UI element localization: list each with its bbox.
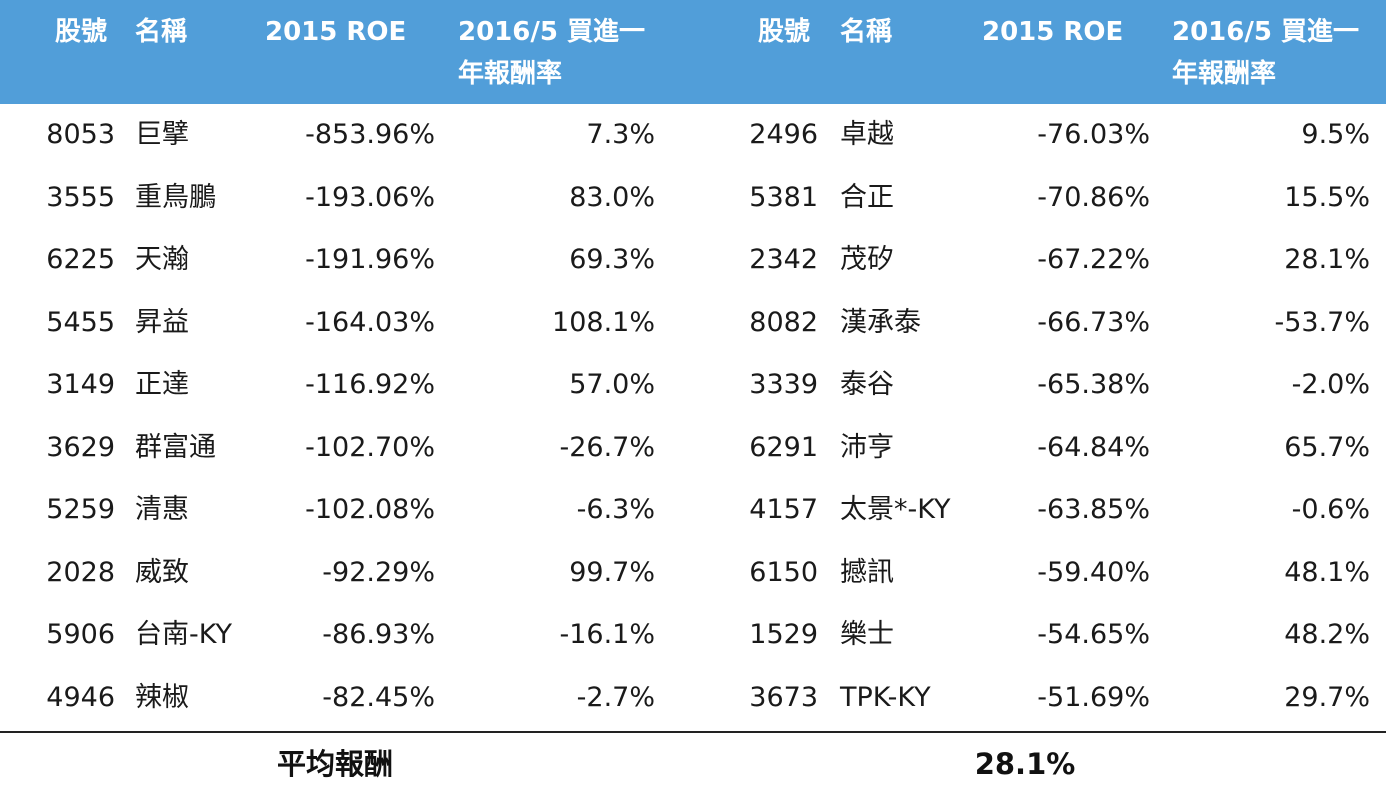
return: 48.1% bbox=[1284, 556, 1370, 588]
column-header: 2016/5 買進一年報酬率 bbox=[1172, 17, 1360, 89]
stock-name: 卓越 bbox=[840, 119, 894, 150]
stock-name: 重鳥鵬 bbox=[135, 181, 216, 213]
header-bar bbox=[0, 0, 1386, 104]
return: 9.5% bbox=[1301, 119, 1370, 150]
stock-code: 5381 bbox=[749, 181, 818, 213]
return: 7.3% bbox=[586, 119, 655, 150]
stock-name: 合正 bbox=[840, 181, 894, 213]
column-header: 股號 bbox=[758, 17, 811, 47]
roe: -102.08% bbox=[305, 494, 435, 525]
stock-name: 泰谷 bbox=[840, 369, 894, 400]
roe: -59.40% bbox=[1037, 556, 1150, 588]
roe: -116.92% bbox=[305, 369, 435, 400]
roe: -86.93% bbox=[322, 619, 435, 650]
return: -53.7% bbox=[1274, 306, 1370, 338]
stock-name: 清惠 bbox=[135, 494, 189, 525]
return: -2.7% bbox=[576, 681, 655, 713]
roe: -63.85% bbox=[1037, 494, 1150, 525]
stock-code: 1529 bbox=[749, 619, 818, 650]
stock-code: 5455 bbox=[46, 306, 115, 338]
column-header: 2016/5 買進一年報酬率 bbox=[458, 17, 646, 89]
return: 69.3% bbox=[569, 244, 655, 275]
stock-code: 3673 bbox=[749, 681, 818, 713]
stock-code: 8082 bbox=[749, 306, 818, 338]
stock-name: TPK-KY bbox=[840, 681, 931, 713]
roe: -54.65% bbox=[1037, 619, 1150, 650]
roe: -191.96% bbox=[305, 244, 435, 275]
roe: -51.69% bbox=[1037, 681, 1150, 713]
return: 99.7% bbox=[569, 556, 655, 588]
stock-name: 撼訊 bbox=[840, 556, 894, 588]
column-header: 名稱 bbox=[840, 17, 893, 47]
return: 108.1% bbox=[552, 306, 655, 338]
stock-code: 2496 bbox=[749, 119, 818, 150]
column-header: 2015 ROE bbox=[982, 17, 1124, 47]
footer-value: 28.1% bbox=[974, 747, 1076, 781]
stock-code: 5259 bbox=[46, 494, 115, 525]
return: -16.1% bbox=[559, 619, 655, 650]
column-header: 股號 bbox=[55, 17, 108, 47]
roe: -67.22% bbox=[1037, 244, 1150, 275]
return: 48.2% bbox=[1284, 619, 1370, 650]
stock-code: 4946 bbox=[46, 681, 115, 713]
roe: -70.86% bbox=[1037, 181, 1150, 213]
roe: -65.38% bbox=[1037, 369, 1150, 400]
stock-name: 漢承泰 bbox=[840, 306, 921, 338]
roe: -64.84% bbox=[1037, 431, 1150, 463]
return: -2.0% bbox=[1291, 369, 1370, 400]
return: 57.0% bbox=[569, 369, 655, 400]
roe: -66.73% bbox=[1037, 306, 1150, 338]
return: 29.7% bbox=[1284, 681, 1370, 713]
stock-code: 2342 bbox=[749, 244, 818, 275]
return: -6.3% bbox=[576, 494, 655, 525]
stock-code: 8053 bbox=[46, 119, 115, 150]
stock-code: 4157 bbox=[749, 494, 818, 525]
stock-code: 3149 bbox=[46, 369, 115, 400]
stock-name: 正達 bbox=[135, 369, 189, 400]
roe: -76.03% bbox=[1037, 119, 1150, 150]
roe: -164.03% bbox=[305, 306, 435, 338]
stock-name: 巨擘 bbox=[135, 119, 189, 150]
stock-code: 6150 bbox=[749, 556, 818, 588]
stock-code: 6291 bbox=[749, 431, 818, 463]
stock-code: 6225 bbox=[46, 244, 115, 275]
roe: -193.06% bbox=[305, 181, 435, 213]
roe: -82.45% bbox=[322, 681, 435, 713]
return: 28.1% bbox=[1284, 244, 1370, 275]
stock-name: 茂矽 bbox=[840, 244, 894, 275]
stock-code: 2028 bbox=[46, 556, 115, 588]
stock-name: 昇益 bbox=[135, 306, 189, 338]
roe: -102.70% bbox=[305, 431, 435, 463]
stock-name: 辣椒 bbox=[135, 681, 189, 713]
return: 65.7% bbox=[1284, 431, 1370, 463]
stock-code: 3339 bbox=[749, 369, 818, 400]
stock-code: 3629 bbox=[46, 431, 115, 463]
footer-label: 平均報酬 bbox=[276, 747, 394, 781]
return: -0.6% bbox=[1291, 494, 1370, 525]
stock-name: 太景*-KY bbox=[840, 494, 951, 525]
stock-name: 樂士 bbox=[840, 619, 894, 650]
return: 15.5% bbox=[1284, 181, 1370, 213]
roe: -853.96% bbox=[305, 119, 435, 150]
column-header: 名稱 bbox=[135, 17, 188, 47]
column-header: 2015 ROE bbox=[265, 17, 407, 47]
stock-name: 台南-KY bbox=[135, 619, 232, 650]
stock-name: 群富通 bbox=[135, 431, 216, 463]
stock-name: 沛亨 bbox=[840, 431, 894, 463]
stock-code: 5906 bbox=[46, 619, 115, 650]
footer-rule bbox=[0, 731, 1386, 733]
return: 83.0% bbox=[569, 181, 655, 213]
stock-code: 3555 bbox=[46, 181, 115, 213]
return: -26.7% bbox=[559, 431, 655, 463]
stock-name: 威致 bbox=[135, 556, 189, 588]
stock-name: 天瀚 bbox=[135, 244, 189, 275]
roe: -92.29% bbox=[322, 556, 435, 588]
